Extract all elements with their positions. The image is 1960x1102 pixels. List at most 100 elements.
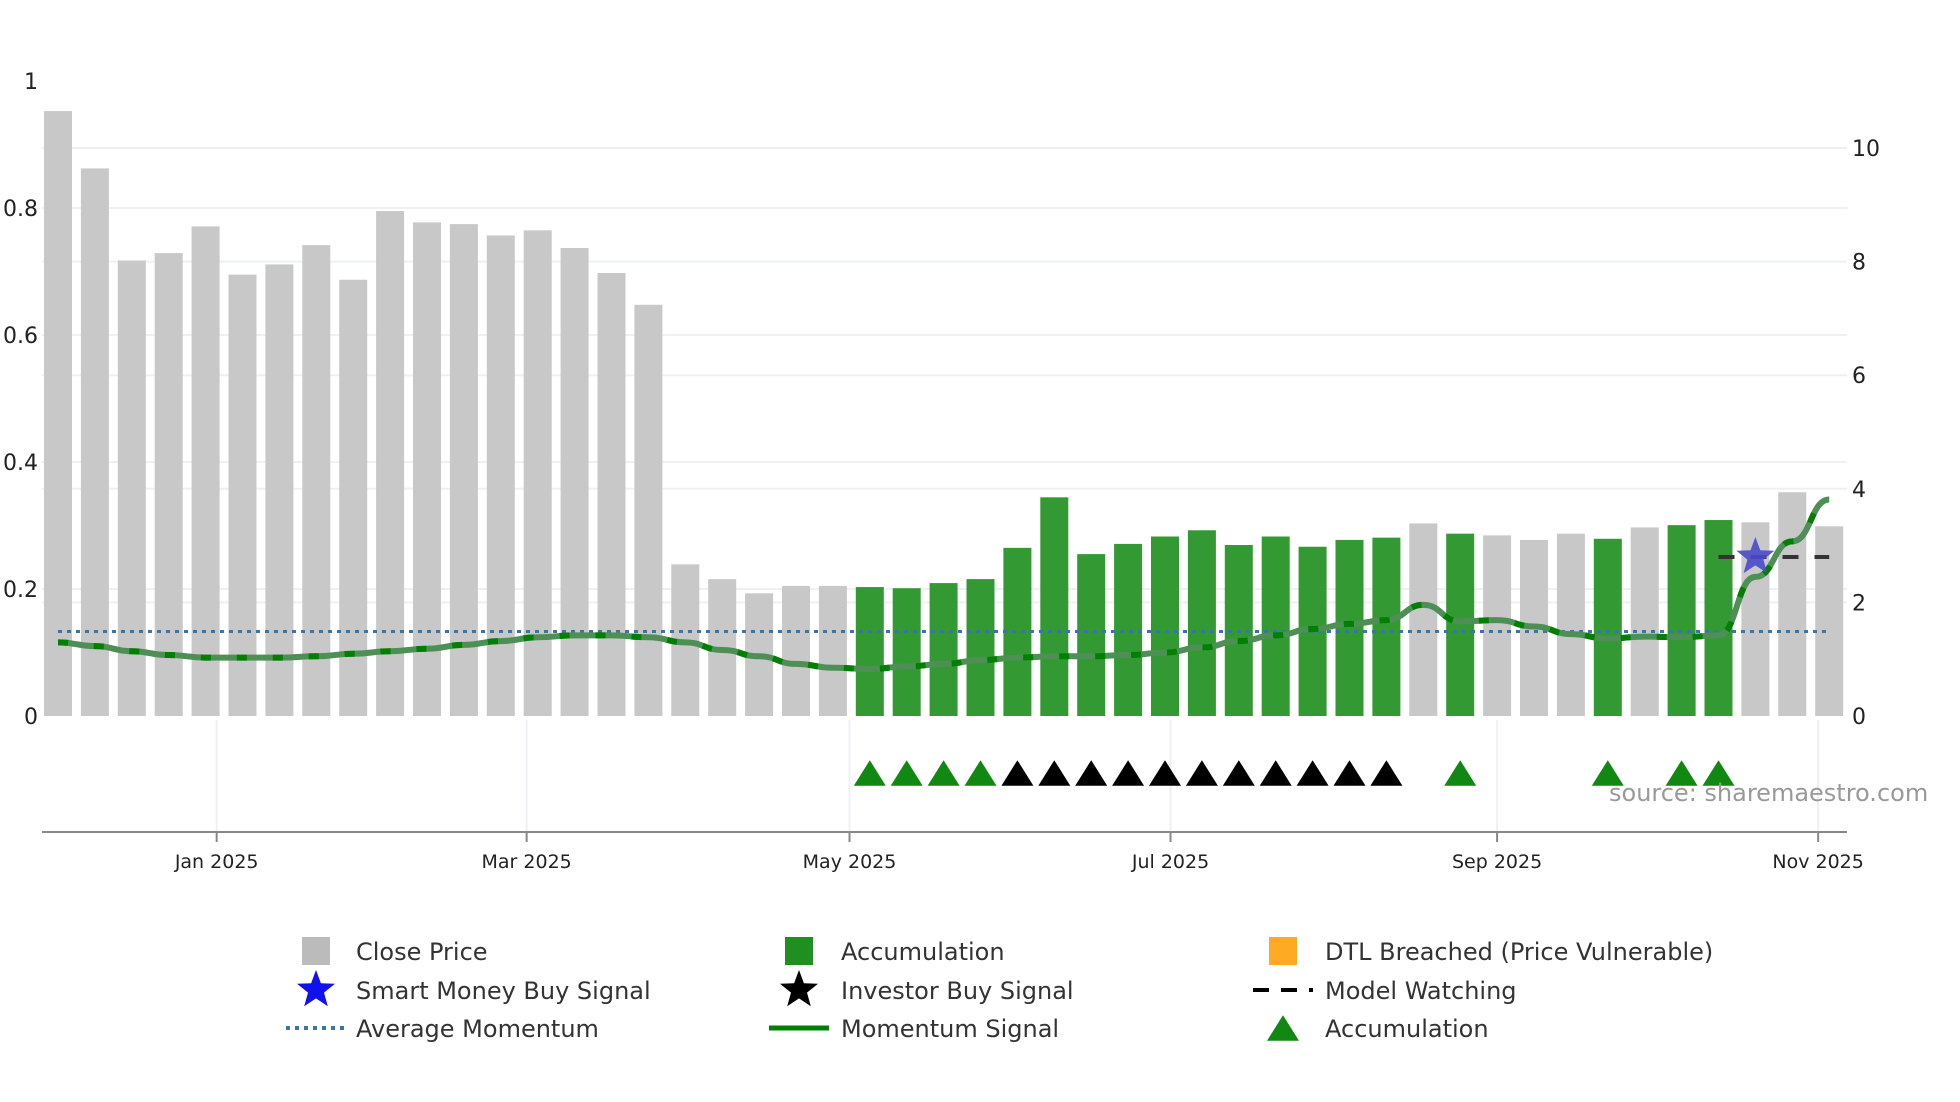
close-price-bar: [597, 272, 626, 716]
close-price-bar: [413, 222, 441, 716]
close-price-bar: [1556, 533, 1585, 716]
right-tick-label: 10: [1852, 137, 1880, 162]
close-price-bar: [634, 304, 663, 716]
investor-buy-triangle: [1333, 760, 1366, 786]
accumulation-bar: [1040, 497, 1069, 716]
legend-label: Smart Money Buy Signal: [356, 977, 651, 1005]
accumulation-bar: [892, 588, 921, 716]
orange-square-icon: [1269, 937, 1297, 965]
accumulation-bar: [1704, 520, 1733, 716]
close-price-bar: [154, 253, 183, 716]
x-tick-label: Jan 2025: [174, 851, 259, 873]
legend-item-dashed-line: Model Watching: [1253, 977, 1517, 1005]
accumulation-bar: [966, 579, 995, 716]
legend-item-orange-square: DTL Breached (Price Vulnerable): [1269, 937, 1713, 966]
left-tick-label: 0.2: [3, 578, 38, 603]
accumulation-bar: [929, 583, 958, 716]
left-tick-label: 0: [24, 705, 38, 730]
close-price-bar: [486, 235, 515, 717]
investor-buy-triangle: [1259, 760, 1292, 786]
accumulation-bar: [1114, 543, 1143, 716]
close-price-bar: [1778, 492, 1807, 716]
accumulation-bar: [1187, 530, 1216, 716]
legend-label: Average Momentum: [356, 1015, 599, 1043]
left-tick-label: 1: [24, 70, 38, 95]
close-price-bar: [191, 226, 220, 716]
blue-star-icon: [297, 970, 335, 1007]
legend-item-blue-star: Smart Money Buy Signal: [297, 970, 651, 1007]
black-star-icon: [780, 970, 818, 1007]
accumulation-bar: [1261, 536, 1290, 716]
legend-item-black-star: Investor Buy Signal: [780, 970, 1074, 1007]
investor-buy-triangle: [1222, 760, 1255, 786]
accumulation-triangle: [890, 760, 923, 786]
smart-money-buy-star: [1736, 537, 1775, 574]
x-tick-label: May 2025: [803, 851, 897, 873]
close-price-bar: [265, 264, 294, 716]
legend-label: Model Watching: [1325, 977, 1517, 1005]
green-square-icon: [785, 937, 813, 965]
close-price-bar: [376, 211, 405, 716]
accumulation-bar: [855, 587, 884, 716]
legend-label: Close Price: [356, 938, 488, 966]
accumulation-bar: [1593, 538, 1622, 716]
legend-item-green-triangle: Accumulation: [1267, 1015, 1489, 1043]
source-label: source: sharemaestro.com: [1609, 779, 1928, 807]
accumulation-bar: [1335, 539, 1364, 716]
close-price-bar: [1483, 535, 1512, 716]
legend-item-dotted-line: Average Momentum: [286, 1015, 599, 1043]
accumulation-triangle: [853, 760, 886, 786]
gray-square-icon: [302, 937, 330, 965]
close-price-bar: [1815, 526, 1844, 716]
legend-label: Investor Buy Signal: [841, 977, 1074, 1005]
close-price-bar: [1630, 527, 1659, 716]
green-triangle-icon: [1267, 1015, 1299, 1041]
x-tick-label: Nov 2025: [1772, 851, 1863, 873]
legend-label: Momentum Signal: [841, 1015, 1059, 1043]
momentum-signal-dashes: [57, 496, 1830, 673]
legend-item-green-square: Accumulation: [785, 937, 1005, 966]
close-price-bar: [339, 279, 368, 716]
investor-buy-triangle: [1296, 760, 1329, 786]
left-tick-label: 0.8: [3, 197, 38, 222]
right-tick-label: 6: [1852, 364, 1866, 389]
legend-item-green-line: Momentum Signal: [769, 1015, 1059, 1043]
legend-label: DTL Breached (Price Vulnerable): [1325, 938, 1713, 966]
accumulation-bar: [1667, 525, 1696, 716]
investor-buy-triangle: [1149, 760, 1181, 786]
investor-buy-triangle: [1112, 760, 1145, 786]
close-price-bar: [523, 230, 552, 717]
accumulation-triangle: [1591, 760, 1624, 786]
x-tick-label: Sep 2025: [1452, 851, 1542, 873]
close-price-bar: [560, 247, 589, 716]
accumulation-triangle: [964, 760, 997, 786]
accumulation-bar: [1372, 537, 1401, 716]
accumulation-triangle: [1444, 760, 1477, 786]
accumulation-bar: [1077, 554, 1106, 716]
investor-buy-triangle: [1185, 760, 1218, 786]
close-price-bar: [782, 585, 810, 716]
investor-buy-triangle: [1370, 760, 1403, 786]
close-price-bar: [44, 111, 72, 716]
right-tick-label: 0: [1852, 705, 1866, 730]
close-price-bar: [449, 224, 478, 716]
close-price-bar: [228, 274, 257, 716]
investor-buy-triangle: [1075, 760, 1108, 786]
close-price-bar: [80, 168, 109, 716]
close-price-bar: [117, 260, 146, 716]
accumulation-bar: [1151, 536, 1179, 716]
left-tick-label: 0.6: [3, 324, 38, 349]
close-price-bar: [302, 245, 331, 717]
accumulation-triangle: [1702, 760, 1735, 786]
close-price-bar: [818, 585, 847, 716]
accumulation-triangle: [1665, 760, 1698, 786]
right-tick-label: 2: [1852, 591, 1866, 616]
legend-label: Accumulation: [841, 938, 1005, 966]
accumulation-bar: [1003, 547, 1032, 716]
right-tick-label: 8: [1852, 251, 1866, 276]
investor-buy-triangle: [1038, 760, 1071, 786]
left-tick-label: 0.4: [3, 451, 38, 476]
investor-buy-triangle: [1001, 760, 1034, 786]
accumulation-bar: [1446, 533, 1475, 716]
